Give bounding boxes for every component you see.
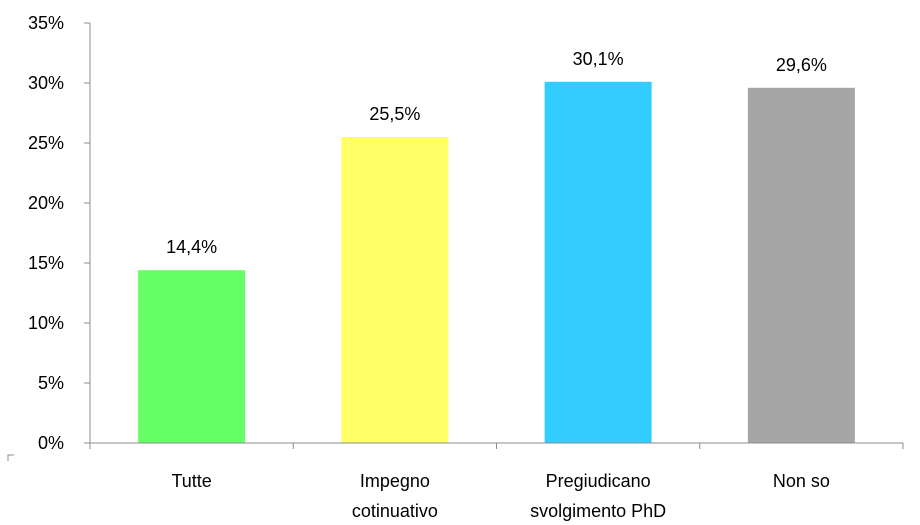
axis-corner-fragment xyxy=(8,455,14,461)
x-axis xyxy=(8,443,903,461)
bar xyxy=(138,270,245,443)
y-axis: 0% 5% 10% 15% 20% 25% 30% 35% xyxy=(28,13,90,453)
y-tick-label: 10% xyxy=(28,313,64,333)
category-label: Tutte xyxy=(171,471,211,491)
category-label: Impegno cotinuativo xyxy=(352,471,438,521)
y-tick-label: 5% xyxy=(38,373,64,393)
data-labels: 14,4% 25,5% 30,1% 29,6% xyxy=(166,49,827,257)
bar xyxy=(545,82,652,443)
y-tick-label: 35% xyxy=(28,13,64,33)
bar xyxy=(748,88,855,443)
y-tick-label: 25% xyxy=(28,133,64,153)
category-labels: Tutte Impegno cotinuativo Pregiudicano svolg… xyxy=(171,471,829,521)
category-label: Non so xyxy=(773,471,830,491)
data-label: 29,6% xyxy=(776,55,827,75)
category-label: Pregiudicano svolgimento PhD xyxy=(530,471,666,521)
data-label: 14,4% xyxy=(166,237,217,257)
y-tick-label: 15% xyxy=(28,253,64,273)
bars xyxy=(138,82,855,443)
y-tick-label: 20% xyxy=(28,193,64,213)
y-tick-label: 0% xyxy=(38,433,64,453)
data-label: 25,5% xyxy=(369,104,420,124)
y-tick-label: 30% xyxy=(28,73,64,93)
bar xyxy=(341,137,448,443)
data-label: 30,1% xyxy=(573,49,624,69)
